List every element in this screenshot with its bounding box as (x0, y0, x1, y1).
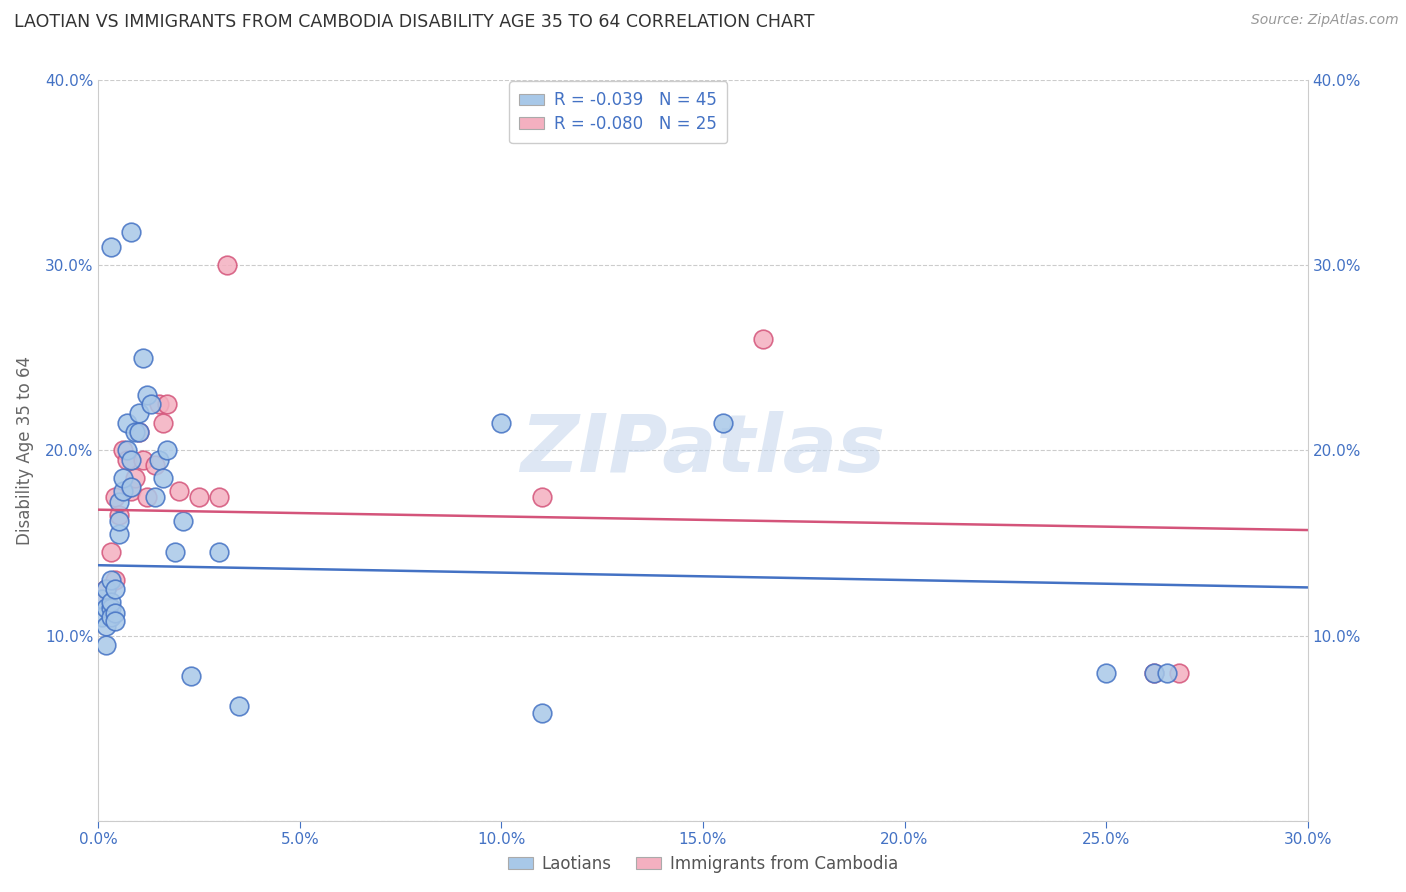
Point (163, 545, 186, 559)
Point (100, 240, 122, 254)
Point (752, 332, 775, 346)
Legend: R = -0.039   N = 45, R = -0.080   N = 25: R = -0.039 N = 45, R = -0.080 N = 25 (509, 81, 727, 143)
Point (530, 490, 553, 504)
Point (100, 545, 122, 559)
Point (148, 452, 170, 467)
Point (100, 573, 122, 587)
Point (132, 452, 155, 467)
Point (228, 698, 250, 713)
Point (96, 582, 118, 597)
Point (1167, 665, 1189, 680)
Point (139, 397, 162, 411)
Point (103, 607, 125, 621)
Point (120, 452, 142, 467)
Point (128, 425, 150, 439)
Point (1095, 665, 1118, 680)
Point (115, 416, 138, 430)
Point (135, 490, 157, 504)
Point (107, 514, 129, 528)
Y-axis label: Disability Age 35 to 64: Disability Age 35 to 64 (15, 356, 34, 545)
Point (120, 225, 142, 239)
Point (208, 490, 231, 504)
Point (100, 600, 122, 615)
Point (156, 397, 179, 411)
Point (103, 582, 125, 597)
Point (167, 484, 190, 499)
Point (217, 259, 239, 273)
Point (115, 452, 138, 467)
Point (124, 471, 146, 485)
Point (107, 495, 129, 509)
Point (103, 573, 125, 587)
Point (91, 610, 114, 624)
Point (100, 610, 122, 624)
Point (148, 397, 170, 411)
Text: Source: ZipAtlas.com: Source: ZipAtlas.com (1251, 13, 1399, 28)
Point (128, 425, 150, 439)
Legend: Laotians, Immigrants from Cambodia: Laotians, Immigrants from Cambodia (502, 848, 904, 880)
Point (1143, 665, 1166, 680)
Point (1156, 665, 1178, 680)
Point (96, 600, 118, 615)
Point (96, 638, 118, 652)
Point (111, 471, 134, 485)
Point (100, 595, 122, 609)
Point (91, 591, 114, 606)
Point (491, 416, 513, 430)
Point (156, 443, 179, 458)
Point (180, 669, 202, 683)
Point (96, 582, 118, 597)
Point (107, 508, 129, 523)
Text: ZIPatlas: ZIPatlas (520, 411, 886, 490)
Point (188, 490, 211, 504)
Point (91, 591, 114, 606)
Point (132, 351, 155, 365)
Point (143, 490, 166, 504)
Point (711, 416, 734, 430)
Point (111, 484, 134, 499)
Point (103, 614, 125, 628)
Point (172, 514, 194, 528)
Point (124, 425, 146, 439)
Text: LAOTIAN VS IMMIGRANTS FROM CAMBODIA DISABILITY AGE 35 TO 64 CORRELATION CHART: LAOTIAN VS IMMIGRANTS FROM CAMBODIA DISA… (14, 13, 814, 31)
Point (115, 443, 138, 458)
Point (120, 481, 142, 495)
Point (530, 706, 553, 721)
Point (111, 443, 134, 458)
Point (152, 471, 174, 485)
Point (128, 407, 150, 421)
Point (143, 458, 166, 473)
Point (96, 619, 118, 633)
Point (107, 526, 129, 541)
Point (135, 388, 157, 402)
Point (208, 545, 231, 559)
Point (152, 416, 174, 430)
Point (1143, 665, 1166, 680)
Point (103, 490, 125, 504)
Point (120, 484, 142, 499)
